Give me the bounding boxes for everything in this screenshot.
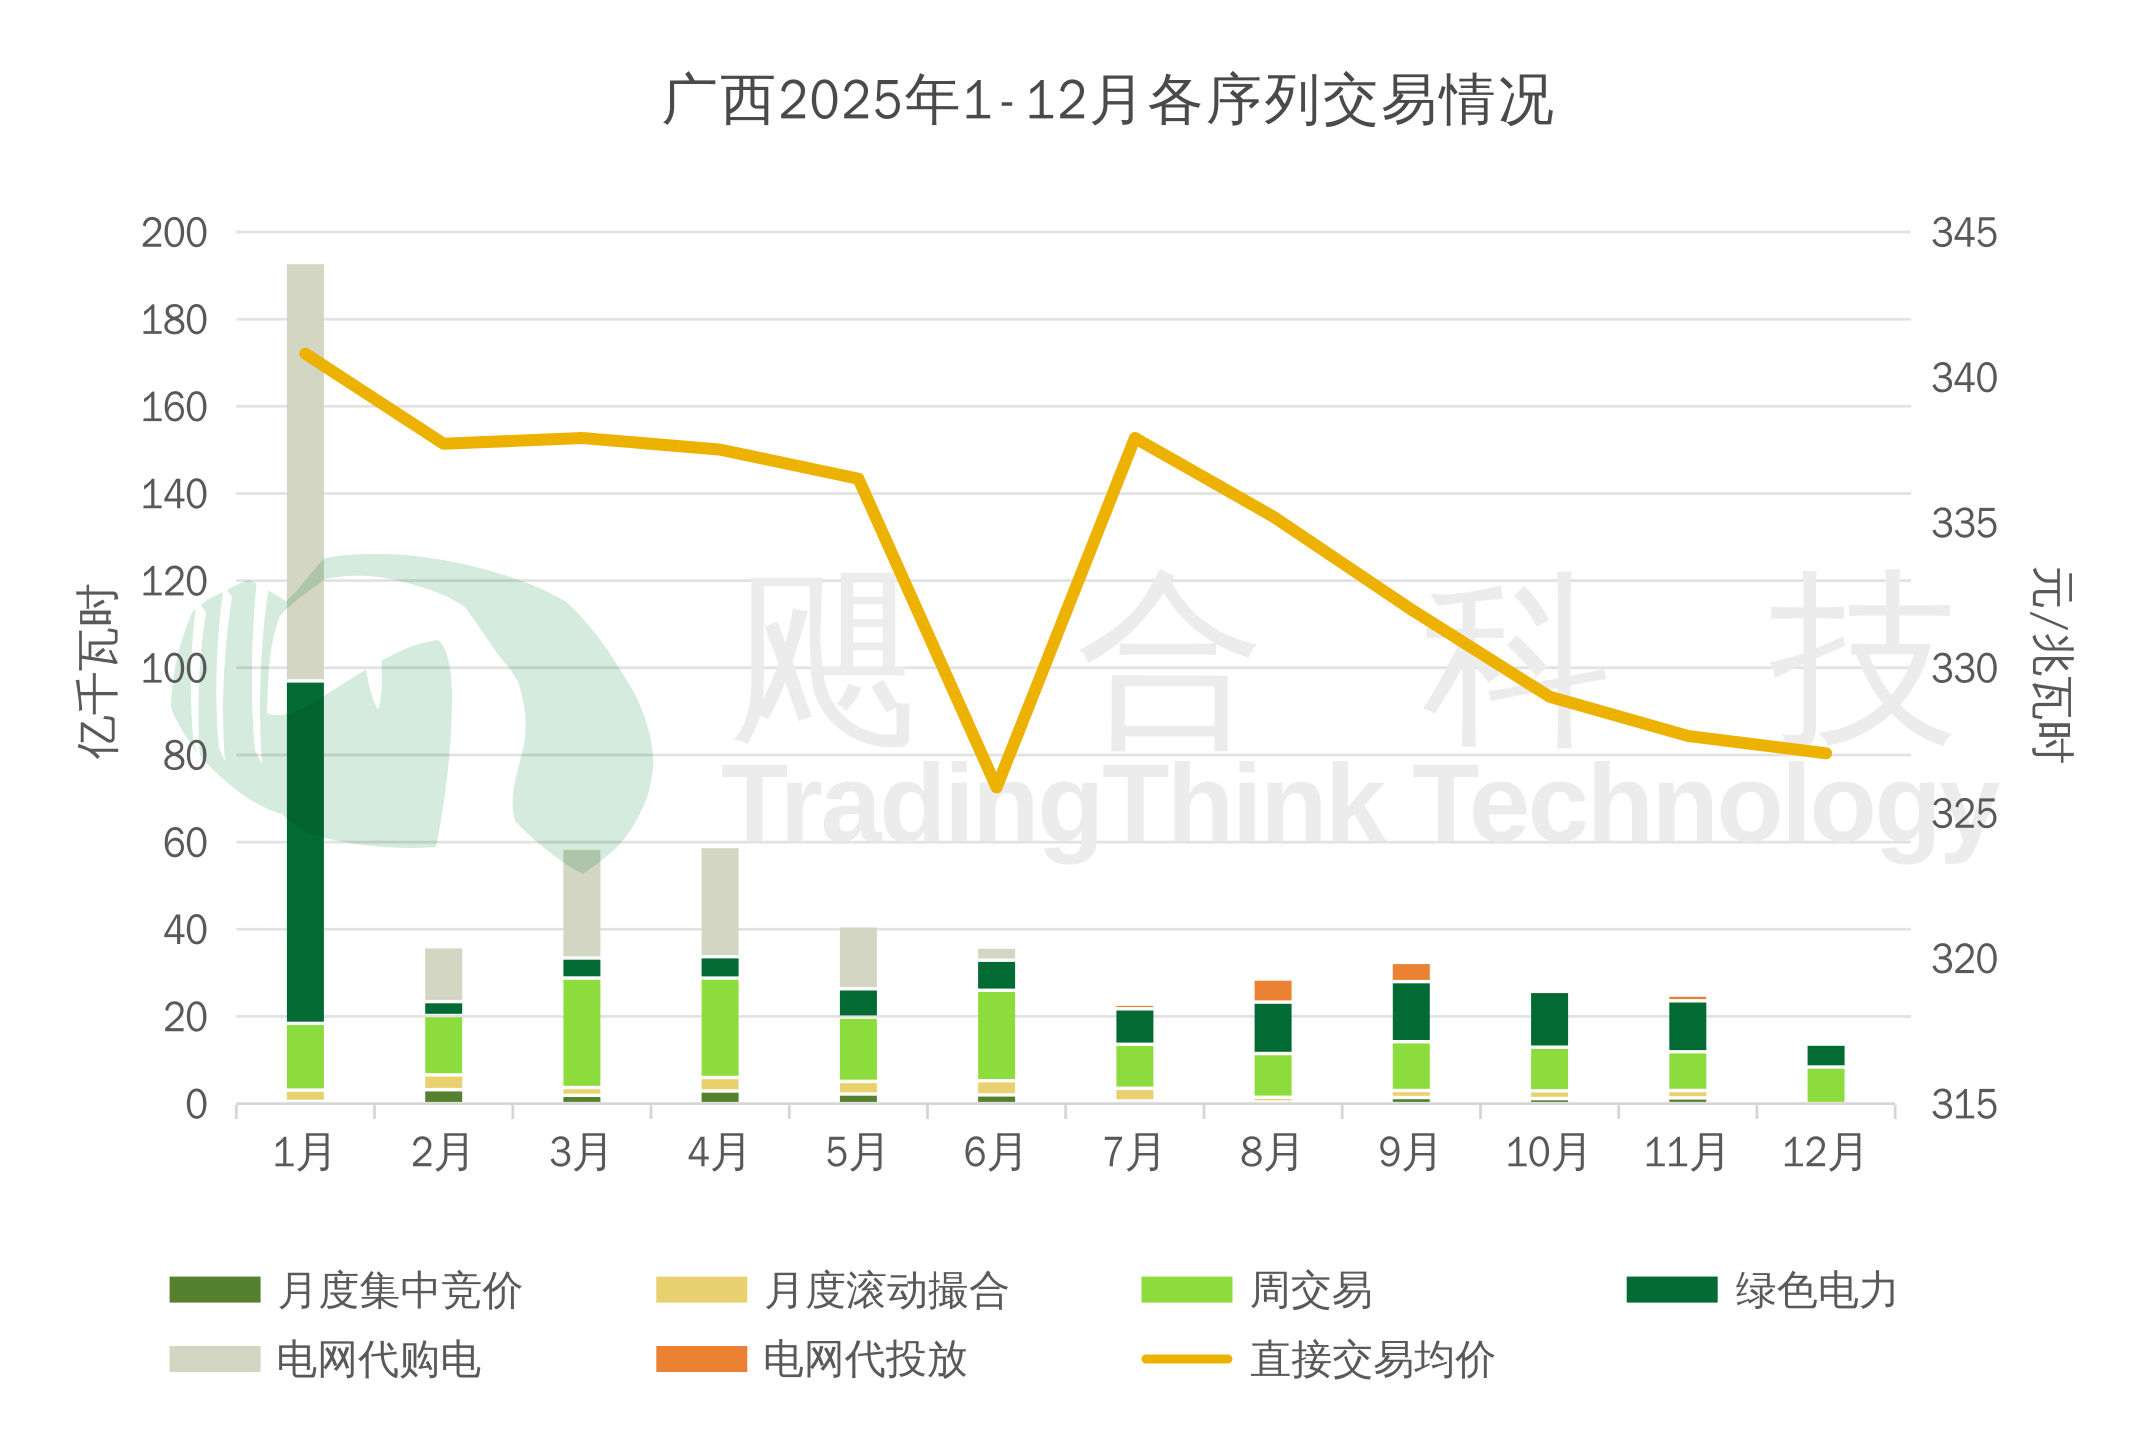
svg-text:TradingThink Technology: TradingThink Technology [721, 742, 2000, 865]
